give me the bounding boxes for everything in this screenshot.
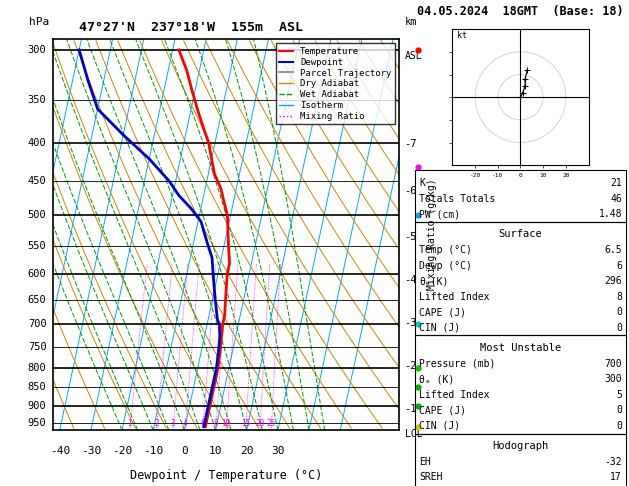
- Text: -6: -6: [404, 186, 417, 196]
- Text: ASL: ASL: [404, 51, 422, 61]
- Text: 10: 10: [209, 446, 222, 456]
- Text: 700: 700: [28, 319, 47, 330]
- Text: 46: 46: [610, 193, 622, 204]
- Text: 650: 650: [28, 295, 47, 305]
- Text: 8: 8: [616, 292, 622, 302]
- Text: 700: 700: [604, 359, 622, 369]
- Text: Pressure (mb): Pressure (mb): [419, 359, 495, 369]
- Text: 20: 20: [240, 446, 253, 456]
- Text: 900: 900: [28, 401, 47, 411]
- Text: 0: 0: [181, 446, 187, 456]
- Text: 15: 15: [241, 419, 250, 428]
- Text: -2: -2: [404, 361, 417, 371]
- Text: CIN (J): CIN (J): [419, 421, 460, 431]
- Text: 3: 3: [170, 419, 175, 428]
- Text: 0: 0: [616, 421, 622, 431]
- Text: 6: 6: [201, 419, 205, 428]
- Text: Lifted Index: Lifted Index: [419, 292, 489, 302]
- Text: Dewp (°C): Dewp (°C): [419, 260, 472, 271]
- Text: km: km: [404, 17, 417, 27]
- Text: -1: -1: [404, 404, 417, 414]
- Text: -4: -4: [404, 276, 417, 285]
- Text: -40: -40: [50, 446, 70, 456]
- Text: 0: 0: [616, 323, 622, 333]
- Text: 17: 17: [610, 472, 622, 483]
- Text: Totals Totals: Totals Totals: [419, 193, 495, 204]
- Text: 0: 0: [616, 307, 622, 317]
- Text: -3: -3: [404, 318, 417, 328]
- Text: CAPE (J): CAPE (J): [419, 307, 466, 317]
- Text: 850: 850: [28, 382, 47, 392]
- Text: 4: 4: [182, 419, 187, 428]
- Text: 47°27'N  237°18'W  155m  ASL: 47°27'N 237°18'W 155m ASL: [79, 21, 303, 34]
- Text: EH: EH: [419, 457, 431, 467]
- Text: 04.05.2024  18GMT  (Base: 18): 04.05.2024 18GMT (Base: 18): [417, 5, 624, 18]
- Text: SREH: SREH: [419, 472, 442, 483]
- Text: 800: 800: [28, 363, 47, 373]
- Text: PW (cm): PW (cm): [419, 209, 460, 219]
- Text: K: K: [419, 178, 425, 188]
- Text: 2: 2: [154, 419, 159, 428]
- Text: 6: 6: [616, 260, 622, 271]
- Text: 400: 400: [28, 138, 47, 148]
- Text: 296: 296: [604, 276, 622, 286]
- Text: 600: 600: [28, 269, 47, 279]
- Text: -32: -32: [604, 457, 622, 467]
- Text: θₑ(K): θₑ(K): [419, 276, 448, 286]
- Text: Mixing Ratio (g/kg): Mixing Ratio (g/kg): [427, 179, 437, 290]
- Text: 500: 500: [28, 210, 47, 220]
- Text: 0: 0: [616, 405, 622, 416]
- Text: 6.5: 6.5: [604, 245, 622, 255]
- Text: Lifted Index: Lifted Index: [419, 390, 489, 400]
- Text: 450: 450: [28, 176, 47, 186]
- Text: Most Unstable: Most Unstable: [480, 343, 561, 353]
- Text: Dewpoint / Temperature (°C): Dewpoint / Temperature (°C): [130, 469, 323, 482]
- Text: Surface: Surface: [499, 229, 542, 240]
- Legend: Temperature, Dewpoint, Parcel Trajectory, Dry Adiabat, Wet Adiabat, Isotherm, Mi: Temperature, Dewpoint, Parcel Trajectory…: [276, 43, 395, 124]
- Text: -7: -7: [404, 139, 417, 149]
- Text: Temp (°C): Temp (°C): [419, 245, 472, 255]
- Text: 21: 21: [610, 178, 622, 188]
- Text: CIN (J): CIN (J): [419, 323, 460, 333]
- Text: 30: 30: [271, 446, 284, 456]
- Text: Hodograph: Hodograph: [493, 441, 548, 451]
- Text: 300: 300: [604, 374, 622, 384]
- Text: 950: 950: [28, 418, 47, 428]
- Text: -20: -20: [112, 446, 132, 456]
- Text: -10: -10: [143, 446, 164, 456]
- Text: 25: 25: [267, 419, 276, 428]
- Text: 1.48: 1.48: [599, 209, 622, 219]
- Text: 5: 5: [616, 390, 622, 400]
- Text: θₑ (K): θₑ (K): [419, 374, 454, 384]
- Text: 8: 8: [213, 419, 218, 428]
- Text: 1: 1: [128, 419, 132, 428]
- Text: kt: kt: [457, 31, 467, 40]
- Text: -5: -5: [404, 232, 417, 242]
- Text: CAPE (J): CAPE (J): [419, 405, 466, 416]
- Text: hPa: hPa: [29, 17, 50, 27]
- Text: LCL: LCL: [404, 429, 422, 439]
- Text: 750: 750: [28, 342, 47, 352]
- Text: 550: 550: [28, 241, 47, 251]
- Text: 20: 20: [255, 419, 265, 428]
- Text: 10: 10: [221, 419, 231, 428]
- Text: -30: -30: [81, 446, 101, 456]
- Text: 350: 350: [28, 95, 47, 105]
- Text: 300: 300: [28, 45, 47, 55]
